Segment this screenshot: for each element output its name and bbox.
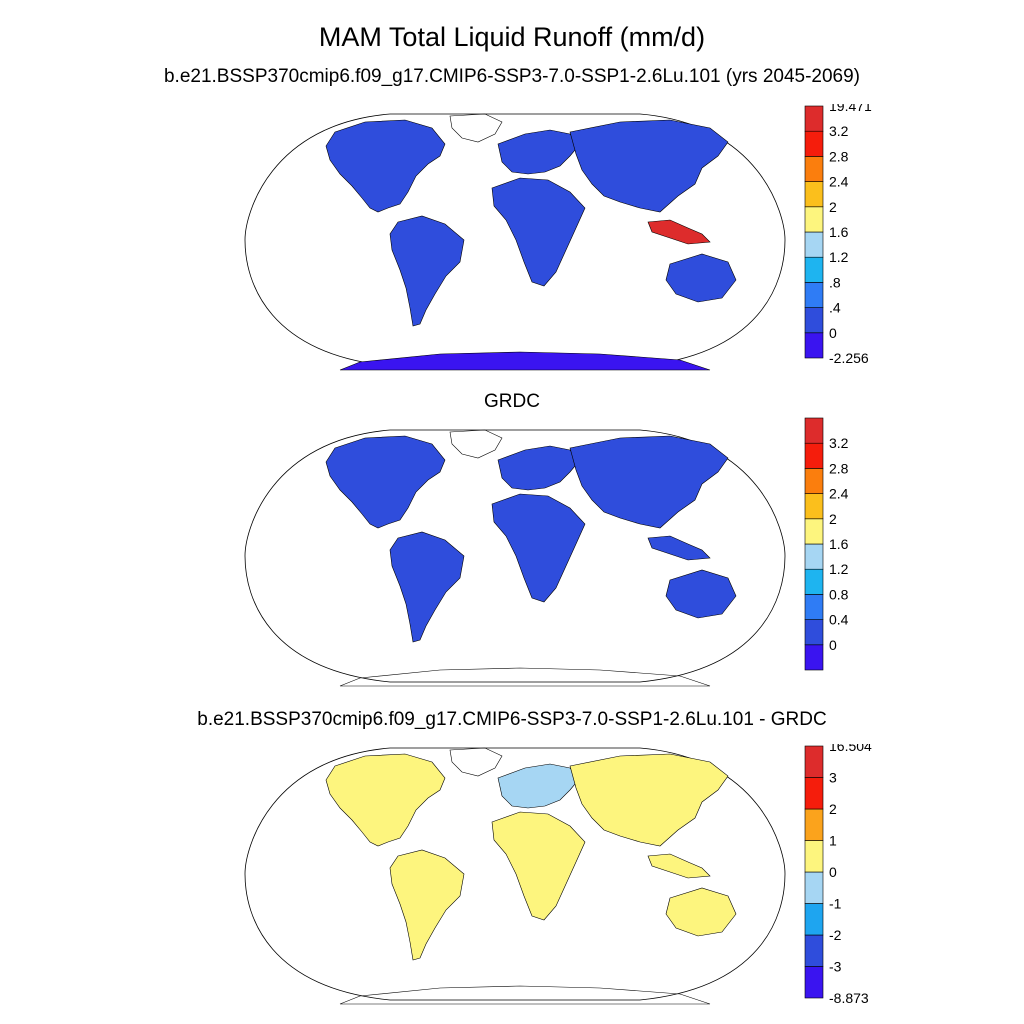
colorbar-box	[804, 156, 824, 182]
colorbar-label: 2.4	[829, 174, 849, 190]
colorbar-box	[804, 840, 824, 873]
land-africa	[491, 493, 586, 603]
colorbar-label: 0.8	[829, 586, 849, 602]
panel-1-title: b.e21.BSSP370cmip6.f09_g17.CMIP6-SSP3-7.…	[163, 66, 861, 87]
colorbar-label: 0	[829, 864, 837, 880]
colorbar-box	[804, 442, 824, 469]
colorbar-box	[804, 594, 824, 620]
colorbar-box	[804, 231, 824, 258]
colorbar-box	[804, 468, 824, 494]
land-north-america	[325, 435, 446, 529]
land-antarctica	[339, 667, 711, 687]
colorbar-box	[804, 206, 824, 233]
colorbar-box	[804, 871, 824, 904]
land-north-america	[325, 753, 446, 847]
land-greenland	[449, 113, 503, 143]
colorbar-label: 2.8	[829, 148, 849, 164]
land-asia	[569, 435, 729, 529]
panel-1-colorbar: -2.256 0 .4 .8 1.2 1.6 2 2.4 2.8 3.2 19.471	[804, 104, 872, 366]
colorbar-label: 0	[829, 325, 837, 341]
land-africa	[491, 177, 586, 287]
colorbar-box	[804, 307, 824, 334]
colorbar-box	[804, 417, 824, 444]
panel-3-colorbar: -8.873 -3 -2 -1 0 1 2 3 16.504	[804, 744, 872, 1006]
land-africa	[491, 811, 586, 921]
colorbar-box	[804, 181, 824, 208]
colorbar-box	[804, 934, 824, 967]
colorbar-label: 1.6	[829, 536, 849, 552]
colorbar-label: .8	[829, 274, 841, 290]
colorbar-label: -2	[829, 927, 842, 943]
colorbar-label: 2.8	[829, 460, 849, 476]
colorbar-box	[804, 903, 824, 936]
colorbar-label: 0	[829, 637, 837, 653]
colorbar-label: 3.2	[829, 435, 849, 451]
land-south-america	[389, 531, 465, 643]
colorbar-box	[804, 543, 824, 570]
colorbar-box	[804, 777, 824, 810]
land-south-america	[389, 849, 465, 961]
colorbar-box	[804, 518, 824, 545]
colorbar-label: -2.256	[829, 350, 869, 366]
land-maritime-continent	[647, 853, 711, 879]
colorbar-label: 1.6	[829, 224, 849, 240]
colorbar-label: 1	[829, 833, 837, 849]
colorbar-box	[804, 619, 824, 646]
colorbar-label: 16.504	[829, 744, 872, 754]
panel-2-colorbar: 0 0.4 0.8 1.2 1.6 2 2.4 2.8 3.2	[804, 417, 849, 671]
panel-2-map	[244, 429, 786, 687]
panel-1-map	[244, 113, 786, 371]
land-antarctica	[339, 985, 711, 1005]
colorbar-label: 0.4	[829, 612, 849, 628]
colorbar-label: 3.2	[829, 123, 849, 139]
colorbar-label: 1.2	[829, 561, 849, 577]
colorbar-label: 19.471	[829, 104, 872, 114]
colorbar-label: -8.873	[829, 990, 869, 1006]
colorbar-label: .4	[829, 300, 841, 316]
panel-3-map	[244, 747, 786, 1005]
colorbar-box	[804, 105, 824, 132]
land-greenland	[449, 747, 503, 777]
colorbar-box	[804, 568, 824, 595]
colorbar-label: 2	[829, 801, 837, 817]
land-south-america	[389, 215, 465, 327]
land-greenland	[449, 429, 503, 459]
land-europe	[497, 445, 581, 491]
colorbar-box	[804, 130, 824, 157]
colorbar-box	[804, 745, 824, 778]
land-maritime-continent	[647, 535, 711, 561]
land-europe	[497, 129, 581, 175]
colorbar-label: -1	[829, 896, 842, 912]
land-north-america	[325, 119, 446, 213]
land-australia	[665, 887, 737, 937]
figure-title: MAM Total Liquid Runoff (mm/d)	[318, 22, 706, 52]
colorbar-box	[804, 256, 824, 283]
colorbar-box	[804, 282, 824, 308]
colorbar-label: 2	[829, 511, 837, 527]
colorbar-box	[804, 493, 824, 520]
land-europe	[497, 763, 581, 809]
colorbar-box	[804, 644, 824, 671]
colorbar-label: 2.4	[829, 486, 849, 502]
land-maritime-continent	[647, 219, 711, 245]
land-australia	[665, 569, 737, 619]
land-antarctica	[339, 351, 711, 371]
land-asia	[569, 119, 729, 213]
colorbar-label: 1.2	[829, 249, 849, 265]
colorbar-label: -3	[829, 959, 842, 975]
colorbar-label: 2	[829, 199, 837, 215]
colorbar-box	[804, 808, 824, 841]
colorbar-box	[804, 966, 824, 999]
land-australia	[665, 253, 737, 303]
colorbar-box	[804, 332, 824, 359]
panel-3-title: b.e21.BSSP370cmip6.f09_g17.CMIP6-SSP3-7.…	[197, 709, 827, 730]
land-asia	[569, 753, 729, 847]
panel-2-title: GRDC	[484, 391, 540, 412]
colorbar-label: 3	[829, 770, 837, 786]
